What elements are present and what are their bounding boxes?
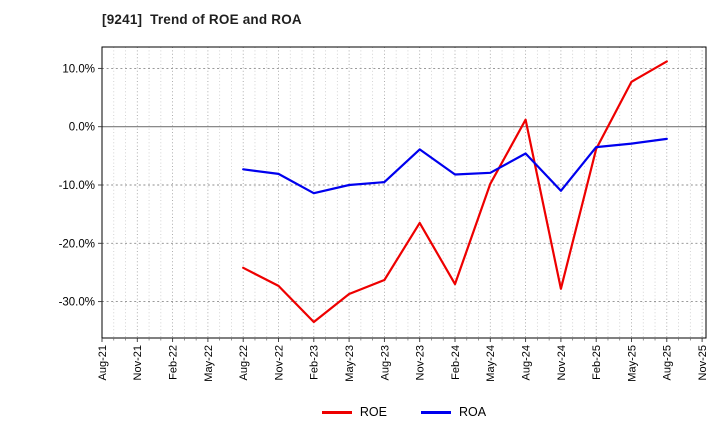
roa-line-swatch — [421, 410, 451, 414]
x-minor-ticks — [113, 338, 691, 341]
x-tick-label: Feb-23 — [309, 345, 321, 380]
x-tick-label: May-25 — [626, 345, 638, 382]
legend-label-roe: ROE — [359, 405, 387, 419]
roa-line — [242, 137, 668, 195]
x-tick-label: Aug-25 — [662, 345, 674, 380]
y-tick-label: -30.0% — [59, 297, 95, 309]
y-tick-label: -10.0% — [59, 180, 95, 192]
y-tick-label: 10.0% — [62, 63, 95, 75]
x-tick-label: Nov-24 — [556, 345, 568, 380]
y-ticks — [98, 67, 102, 303]
x-tick-label: May-24 — [485, 345, 497, 382]
x-tick-label: Feb-24 — [450, 345, 462, 380]
x-ticks — [101, 338, 703, 342]
x-tick-label: Aug-21 — [97, 345, 109, 380]
roe-line — [242, 60, 668, 324]
x-tick-label: Feb-22 — [167, 345, 179, 380]
y-tick-labels: 10.0% 0.0% -10.0% -20.0% -30.0% — [59, 63, 95, 308]
x-tick-label: Nov-25 — [697, 345, 709, 380]
h-grid — [102, 67, 706, 303]
major-vgrid — [101, 47, 703, 338]
x-tick-labels: Aug-21 Nov-21 Feb-22 May-22 Aug-22 Nov-22 Feb-… — [97, 345, 709, 382]
x-tick-label: Nov-22 — [273, 345, 285, 380]
plot-border — [101, 46, 707, 339]
x-tick-label: May-22 — [203, 345, 215, 382]
y-tick-label: 0.0% — [69, 122, 95, 134]
x-tick-label: Aug-24 — [520, 345, 532, 380]
y-tick-label: -20.0% — [59, 238, 95, 250]
legend-item-roa: ROA — [421, 405, 486, 419]
minor-vgrid — [113, 47, 691, 338]
legend-item-roe: ROE — [321, 405, 387, 419]
roe-line-swatch — [321, 410, 352, 414]
x-tick-label: May-23 — [344, 345, 356, 382]
chart-title: [9241] Trend of ROE and ROA — [102, 12, 302, 27]
x-tick-label: Nov-23 — [415, 345, 427, 380]
x-tick-label: Feb-25 — [591, 345, 603, 380]
x-tick-label: Aug-22 — [238, 345, 250, 380]
x-tick-label: Aug-23 — [379, 345, 391, 380]
x-tick-label: Nov-21 — [132, 345, 144, 380]
chart-legend: ROE ROA — [102, 405, 706, 419]
legend-label-roa: ROA — [459, 405, 487, 419]
